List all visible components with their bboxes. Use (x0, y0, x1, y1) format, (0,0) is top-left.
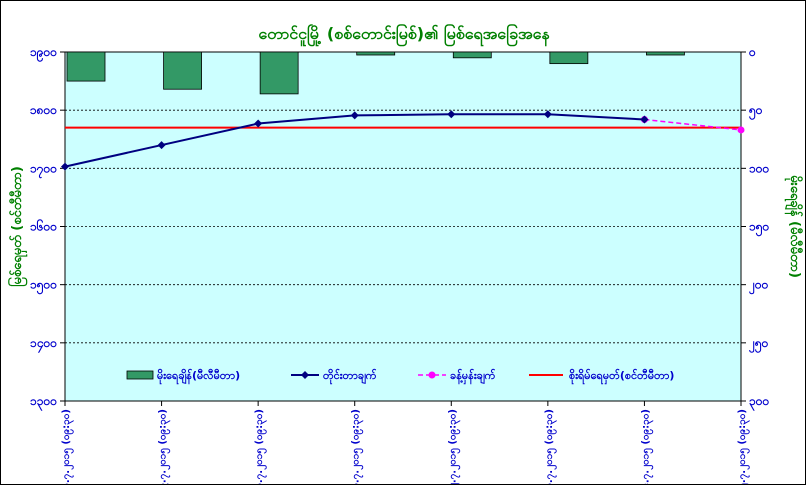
x-tick-label: ၁၈.၇.၂၀၁၅ (၀၉:၃၀) (61, 409, 75, 484)
y-left-tick-label: ၁၆၀၀ (30, 218, 57, 234)
observed-point (61, 162, 69, 171)
legend-observed-marker (301, 371, 309, 379)
forecast-series-line (644, 118, 742, 131)
observed-point (254, 119, 263, 128)
rainfall-bar (259, 51, 299, 95)
y-right-tick-label: ၂၅၀ (748, 336, 769, 354)
y-right-tick-label: ၅၀ (748, 103, 763, 121)
legend-forecast-label: ခန့်မှန်းချက် (450, 368, 496, 385)
y-right-tick-label: ၂၀၀ (748, 278, 769, 296)
legend-rainfall-label: မိုးရေချိန်(မီလီမီတာ) (157, 368, 240, 385)
observed-point (447, 110, 456, 119)
y-right-tick-label: ၁၀၀ (749, 161, 770, 175)
y-left-tick-label: ၁၉၀၀ (30, 45, 57, 63)
observed-point (640, 115, 649, 124)
y-left-tick-label: ၁၅၀၀ (30, 278, 57, 296)
x-tick-label: ၂၄.၇.၂၀၁၅ (၀၉:၃၀) (640, 409, 654, 484)
y-axis-right-label: မိုးရေချိန် (မီလီမီတာ) (784, 175, 804, 278)
rainfall-bar (163, 51, 202, 90)
plot-area: ၁၃၀၀ ၁၄၀၀ ၁၅၀၀ ၁၆၀၀ ၁၇၀၀ ၁၈၀၀ ၁၉၀၀ ၀၅၀၁၀၀၁၅၀၂၀၀… (30, 45, 770, 488)
forecast-point (737, 126, 745, 134)
y-left-tick-label: ၁၄၀၀ (30, 336, 57, 354)
observed-point (157, 141, 166, 150)
x-tick-label: ၂၀.၇.၂၀၁၅ (၀၉:၃၀) (254, 409, 268, 484)
legend-forecast-marker (428, 371, 436, 379)
y-right-tick-label: ၀ (748, 45, 756, 59)
legend-rainfall-swatch (126, 370, 154, 380)
y-right-tick-label: ၁၅၀ (749, 220, 770, 238)
observed-point (543, 110, 552, 119)
x-tick-label: ၂၁.၇.၂၀၁၅ (၀၉:၃၀) (351, 409, 365, 484)
y-left-tick-label: ၁၃၀၀ (30, 394, 57, 412)
rainfall-bar (452, 51, 492, 59)
x-tick-label: ၂၂.၇.၂၀၁၅ (၀၉:၃၀) (447, 409, 461, 484)
legend-danger-label: စိုးရိမ်ရေမှတ်(စင်တီမီတာ) (569, 368, 674, 385)
chart-title: တောင်ငူမြို့ (စစ်တောင်းမြစ်)၏ မြစ်ရေအခြေ… (258, 23, 550, 47)
legend-observed-label: တိုင်းတာချက် (323, 368, 377, 385)
x-tick-label: ၁၉.၇.၂၀၁၅ (၀၉:၃၀) (158, 409, 172, 484)
rainfall-bar (549, 51, 589, 65)
rainfall-bar (66, 51, 106, 82)
x-tick-label: ၂၃.၇.၂၀၁၅ (၀၉:၃၀) (544, 409, 558, 484)
y-right-tick-label: ၃၀၀ (749, 394, 770, 412)
observed-point (350, 111, 359, 120)
legend: မိုးရေချိန်(မီလီမီတာ) တိုင်းတာချက် ခန့်မှန… (126, 368, 674, 385)
y-left-tick-label: ၁၈၀၀ (30, 103, 57, 117)
rainfall-bar (356, 51, 396, 56)
rainfall-bar (646, 51, 685, 56)
y-axis-left-label: မြစ်ရေမှတ် (စင်တီမီတာ) (7, 166, 28, 287)
x-tick-label: ၂၅.၇.၂၀၁၅ (၀၉:၃၀) (737, 409, 751, 484)
y-left-tick-label: ၁၇၀၀ (30, 161, 57, 179)
